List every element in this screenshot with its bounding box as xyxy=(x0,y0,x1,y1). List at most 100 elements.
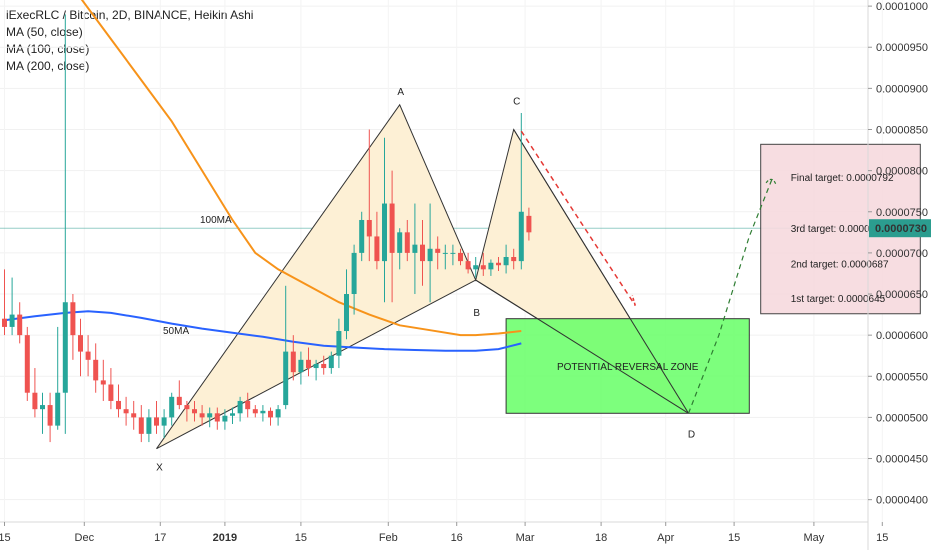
legend-ma100: MA (100, close) xyxy=(6,42,90,56)
time-tick-label: May xyxy=(804,532,825,544)
ma50-label: 50MA xyxy=(163,326,189,337)
time-tick-label: 15 xyxy=(728,532,740,544)
candle-body xyxy=(321,363,327,369)
current-price-badge xyxy=(869,219,931,238)
target-label: 1st target: 0.0000645 xyxy=(791,294,886,305)
price-tick-label: 0.0000500 xyxy=(876,412,928,424)
candle-body xyxy=(473,265,479,270)
candle-body xyxy=(306,359,311,369)
legend-title: iExecRLC / Bitcoin, 2D, BINANCE, Heikin … xyxy=(6,8,254,22)
candle-body xyxy=(435,248,441,253)
legend-ma50: MA (50, close) xyxy=(6,25,83,39)
candle-body xyxy=(222,415,228,422)
candle-body xyxy=(458,252,463,262)
candle-body xyxy=(252,409,258,414)
time-tick-label: 17 xyxy=(154,532,166,544)
candle-body xyxy=(161,417,167,426)
candle-body xyxy=(420,244,425,262)
legend-ma200: MA (200, close) xyxy=(6,59,90,73)
candle-body xyxy=(78,335,83,352)
reversal-zone-label: POTENTIAL REVERSAL ZONE xyxy=(557,362,699,373)
candle-body xyxy=(169,396,175,418)
time-tick-label: Apr xyxy=(657,532,674,544)
price-tick-label: 0.0000650 xyxy=(876,289,928,301)
point-x-label: X xyxy=(156,463,163,474)
price-tick-label: 0.0001000 xyxy=(876,1,928,13)
candle-body xyxy=(382,203,387,262)
point-d-label: D xyxy=(688,429,695,440)
candle-body xyxy=(298,359,304,373)
price-tick-label: 0.0000900 xyxy=(876,83,928,95)
candle-body xyxy=(237,400,243,414)
target-label: 2nd target: 0.0000687 xyxy=(791,260,889,271)
candle-body xyxy=(24,335,30,393)
price-tick-label: 0.0000550 xyxy=(876,371,928,383)
candle-body xyxy=(131,413,137,418)
candle-body xyxy=(496,262,501,266)
annotation-labels: X A B C D 100MA 50MA xyxy=(156,87,695,474)
time-tick-label: 18 xyxy=(595,532,607,544)
price-tick-label: 0.0000700 xyxy=(876,248,928,260)
candle-body xyxy=(123,409,129,414)
ma-blue-line xyxy=(4,310,522,352)
candle-body xyxy=(260,410,266,414)
price-axis[interactable]: 0.0000400 0.0000450 0.0000500 0.0000550 0.00… xyxy=(867,0,931,550)
price-tick-label: 0.0000750 xyxy=(876,207,928,219)
time-tick-label: 15 xyxy=(876,532,888,544)
time-tick-label: 15 xyxy=(295,532,307,544)
candle-body xyxy=(245,400,251,410)
candle-body xyxy=(442,252,448,254)
candle-body xyxy=(207,413,213,418)
candle-body xyxy=(313,363,319,369)
grid-lines xyxy=(0,0,883,522)
candle-body xyxy=(70,302,76,336)
price-tick-label: 0.0000450 xyxy=(876,454,928,466)
candle-body xyxy=(374,236,380,262)
candle-body xyxy=(32,392,38,410)
current-price-label: 0.0000730 xyxy=(875,223,927,235)
price-tick-label: 0.0000800 xyxy=(876,166,928,178)
time-axis[interactable]: 15 Dec 17 2019 15 Feb 16 Mar 18 Apr 15 May 15 xyxy=(0,521,888,544)
candle-body xyxy=(518,211,524,262)
price-tick-label: 0.0000400 xyxy=(876,495,928,507)
candle-body xyxy=(465,261,471,270)
pattern-bd-line-over xyxy=(475,279,689,414)
target-label: Final target: 0.0000792 xyxy=(791,173,894,184)
time-tick-label: Mar xyxy=(516,532,535,544)
green-projection-arrow xyxy=(765,178,777,186)
candle-body xyxy=(480,265,486,270)
pattern-cd-line-over xyxy=(513,129,689,414)
moving-averages xyxy=(4,0,522,352)
price-tick-label: 0.0000850 xyxy=(876,125,928,137)
time-tick-label: Feb xyxy=(379,532,398,544)
candle-body xyxy=(9,314,15,327)
red-projection-arrow xyxy=(631,295,637,306)
candle-body xyxy=(40,405,45,410)
reversal-zone-rect xyxy=(505,318,750,414)
candle-body xyxy=(268,410,273,418)
candle-body xyxy=(146,417,152,434)
red-projection-line xyxy=(520,130,636,306)
candle-body xyxy=(488,262,494,270)
candle-body xyxy=(154,417,159,426)
candle-body xyxy=(62,302,68,393)
candle-body xyxy=(116,400,121,410)
price-tick-label: 0.0000950 xyxy=(876,42,928,54)
candle-body xyxy=(85,351,91,360)
candle-body xyxy=(214,413,220,422)
candle-body xyxy=(275,409,281,418)
candles xyxy=(2,14,532,443)
time-tick-label: 2019 xyxy=(213,532,237,544)
candle-body xyxy=(412,244,418,253)
candle-body xyxy=(176,396,182,406)
chart-legend: iExecRLC / Bitcoin, 2D, BINANCE, Heikin … xyxy=(6,7,253,75)
candle-body xyxy=(397,232,403,253)
candle-body xyxy=(17,314,23,336)
point-c-label: C xyxy=(513,97,520,108)
candle-body xyxy=(503,257,509,266)
candle-body xyxy=(47,405,53,426)
time-tick-label: 15 xyxy=(0,532,11,544)
candle-body xyxy=(404,232,410,253)
ma-orange-line xyxy=(80,0,522,337)
